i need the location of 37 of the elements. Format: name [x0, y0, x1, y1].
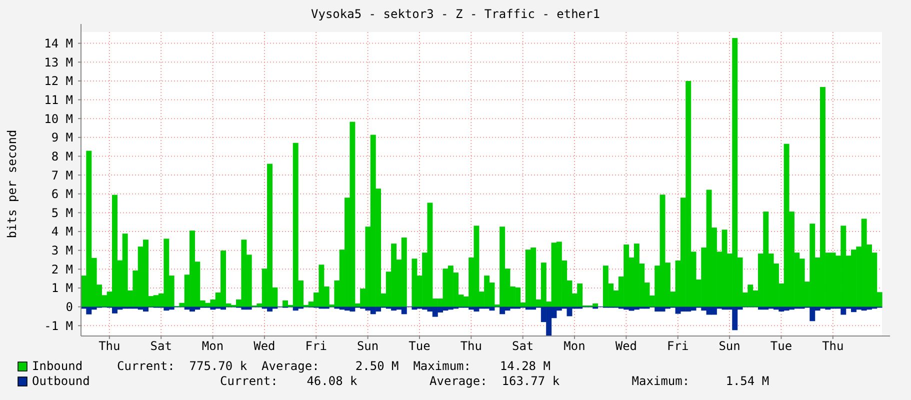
- y-tick-label: 5 M: [51, 206, 73, 220]
- y-tick-label: 9 M: [51, 130, 73, 145]
- y-tick-label: 10 M: [44, 112, 73, 126]
- y-tick-label: -1 M: [44, 318, 73, 333]
- x-tick-label: Tue: [770, 339, 792, 353]
- y-tick-label: 0: [66, 300, 73, 314]
- y-axis-title: bits per second: [5, 130, 19, 238]
- y-tick-label: 6 M: [51, 187, 73, 202]
- y-tick-label: 7 M: [51, 168, 73, 182]
- x-tick-label: Mon: [202, 339, 224, 353]
- x-tick-label: Thu: [460, 339, 482, 353]
- y-tick-label: 4 M: [51, 224, 73, 239]
- x-tick-label: Fri: [305, 339, 327, 353]
- y-tick-label: 2 M: [51, 262, 73, 276]
- x-tick-label: Sun: [718, 339, 740, 353]
- y-tick-label: 13 M: [44, 55, 73, 70]
- y-tick-label: 1 M: [51, 281, 73, 296]
- x-tick-label: Thu: [822, 339, 844, 353]
- y-tick-label: 12 M: [44, 74, 73, 88]
- legend-label: Inbound: [32, 359, 83, 373]
- legend-label: Outbound: [32, 374, 90, 388]
- x-tick-label: Mon: [564, 339, 586, 353]
- y-tick-label: 11 M: [44, 92, 73, 107]
- x-tick-label: Sat: [150, 339, 172, 353]
- y-tick-label: 3 M: [51, 244, 73, 258]
- x-tick-label: Thu: [98, 339, 120, 353]
- x-tick-label: Wed: [254, 339, 276, 353]
- text: Current: 775.70 k Average: 2.50 M Maximum: 14.28 M: [117, 359, 550, 373]
- chart-title: Vysoka5 - sektor3 - Z - Traffic - ether1: [311, 7, 600, 21]
- x-tick-label: Sun: [356, 339, 379, 353]
- x-tick-label: Tue: [408, 339, 430, 353]
- x-tick-label: Wed: [615, 339, 638, 353]
- y-tick-label: 8 M: [51, 149, 73, 164]
- x-tick-label: Fri: [667, 339, 689, 353]
- text: Current: 46.08 k Average: 163.77 k Maximum: 1.54 M: [220, 374, 770, 388]
- x-tick-label: Sat: [512, 339, 534, 353]
- y-tick-label: 14 M: [44, 36, 73, 50]
